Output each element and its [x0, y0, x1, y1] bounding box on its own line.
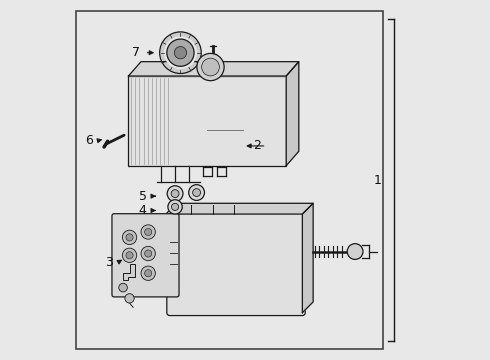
Bar: [76, 12, 383, 348]
Circle shape: [126, 252, 133, 259]
Polygon shape: [302, 203, 313, 313]
Circle shape: [172, 203, 179, 211]
Text: 1: 1: [374, 174, 382, 186]
Bar: [128, 76, 286, 166]
Circle shape: [141, 225, 155, 239]
Circle shape: [171, 190, 179, 198]
Circle shape: [145, 270, 152, 277]
Circle shape: [125, 294, 134, 303]
Circle shape: [202, 58, 220, 76]
Text: 2: 2: [254, 139, 262, 152]
Circle shape: [167, 39, 194, 66]
Circle shape: [126, 234, 133, 241]
Text: 3: 3: [105, 256, 113, 269]
Circle shape: [193, 189, 200, 197]
Circle shape: [189, 185, 204, 201]
Polygon shape: [123, 264, 135, 280]
Circle shape: [141, 246, 155, 261]
Polygon shape: [286, 62, 299, 166]
FancyBboxPatch shape: [112, 214, 179, 297]
Text: 5: 5: [139, 190, 147, 203]
Circle shape: [160, 32, 201, 73]
Polygon shape: [128, 62, 299, 76]
Text: 6: 6: [85, 134, 93, 147]
Text: 4: 4: [139, 204, 147, 217]
Circle shape: [122, 248, 137, 262]
Circle shape: [145, 228, 152, 235]
FancyBboxPatch shape: [167, 211, 305, 316]
Circle shape: [168, 200, 182, 214]
Circle shape: [164, 36, 197, 69]
Circle shape: [119, 283, 127, 292]
Polygon shape: [170, 203, 313, 214]
Circle shape: [174, 46, 187, 59]
Text: 7: 7: [132, 46, 140, 59]
Circle shape: [145, 250, 152, 257]
Circle shape: [197, 53, 224, 81]
Circle shape: [141, 266, 155, 280]
Circle shape: [347, 244, 363, 260]
Circle shape: [122, 230, 137, 244]
Circle shape: [167, 186, 183, 202]
